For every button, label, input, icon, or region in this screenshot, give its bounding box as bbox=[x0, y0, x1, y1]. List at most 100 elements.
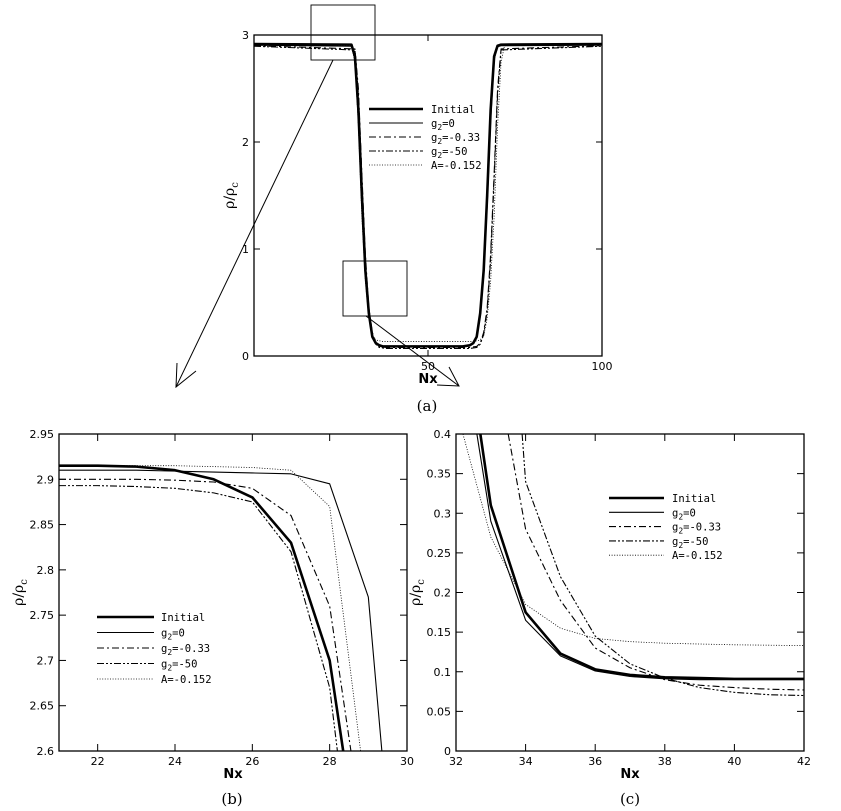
panel-caption-c: (c) bbox=[620, 790, 640, 808]
legend-label-text-a-3: g bbox=[431, 146, 437, 158]
plot-frame-c bbox=[455, 433, 805, 752]
legend-label-post-b-2: =-0.33 bbox=[172, 643, 210, 655]
y-tick-label-a-3: 3 bbox=[242, 29, 249, 42]
series-line-c-g2-50 bbox=[521, 434, 804, 697]
legend-label-b-4: A=-0.152 bbox=[161, 674, 212, 686]
x-tick-label-b-4: 30 bbox=[400, 755, 414, 768]
series-group-a bbox=[254, 42, 602, 350]
x-axis-label-a: Nx bbox=[418, 372, 438, 387]
series-line-a-A-0-152 bbox=[254, 44, 602, 342]
y-tick-label-b-6: 2.9 bbox=[37, 473, 55, 486]
y-axis-label-sub-c: c bbox=[416, 579, 427, 585]
legend-label-text-c-2: g bbox=[672, 522, 678, 534]
series-line-b-g2-0 bbox=[59, 469, 383, 751]
legend-label-sub-c-3: 2 bbox=[678, 541, 683, 550]
series-line-a-g2-0-33 bbox=[254, 45, 602, 348]
legend-label-a-4: A=-0.152 bbox=[431, 160, 482, 172]
series-line-b-Initial bbox=[59, 464, 345, 751]
y-axis-label-sub-a: c bbox=[230, 182, 241, 188]
y-axis-label-main-c: ρ/ρ bbox=[408, 585, 424, 606]
y-tick-label-c-2: 0.1 bbox=[434, 666, 452, 679]
legend-label-text-c-1: g bbox=[672, 507, 678, 519]
legend-label-sub-c-1: 2 bbox=[678, 512, 683, 521]
y-axis-label-c: ρ/ρc bbox=[408, 579, 427, 606]
legend-label-a-0: Initial bbox=[431, 104, 475, 116]
legend-label-post-c-1: =0 bbox=[683, 507, 696, 519]
panel-c: 32 34 36 38 40 42 0 0.05 0.1 0.15 0.2 0.25 0.3 0.35 0.… bbox=[408, 428, 811, 808]
x-tick-label-b-0: 22 bbox=[91, 755, 105, 768]
y-tick-label-c-8: 0.4 bbox=[434, 428, 452, 441]
legend-label-text-c-0: Initial bbox=[672, 493, 716, 505]
x-tick-label-b-1: 24 bbox=[168, 755, 182, 768]
x-tick-label-c-1: 34 bbox=[519, 755, 533, 768]
x-tick-label-b-3: 28 bbox=[323, 755, 337, 768]
panel-a: 50 1000123Nxρ/ρcInitialg2=0g2=-0.33g2=-50… bbox=[222, 29, 613, 415]
legend-label-post-a-2: =-0.33 bbox=[442, 132, 480, 144]
legend-label-text-a-4: A=-0.152 bbox=[431, 160, 482, 172]
panel-caption-b: (b) bbox=[221, 790, 242, 808]
legend-label-text-b-3: g bbox=[161, 659, 167, 671]
x-tick-label-c-0: 32 bbox=[449, 755, 463, 768]
series-line-c-g2-0-33 bbox=[507, 434, 804, 691]
series-line-c-A-0-152 bbox=[462, 434, 804, 646]
series-line-c-g2-0 bbox=[476, 434, 804, 681]
series-line-a-g2-0 bbox=[254, 44, 602, 347]
legend-label-text-a-1: g bbox=[431, 118, 437, 130]
zoom-arrowhead-c bbox=[436, 366, 460, 387]
y-tick-label-c-5: 0.25 bbox=[427, 547, 452, 560]
legend-label-post-b-3: =-50 bbox=[172, 659, 197, 671]
legend-label-post-a-3: =-50 bbox=[442, 146, 467, 158]
legend-label-c-0: Initial bbox=[672, 493, 716, 505]
panel-caption-a: (a) bbox=[417, 397, 438, 415]
legend-label-text-b-2: g bbox=[161, 643, 167, 655]
y-tick-label-c-1: 0.05 bbox=[427, 705, 452, 718]
legend-label-text-a-2: g bbox=[431, 132, 437, 144]
legend-label-sub-b-1: 2 bbox=[167, 633, 172, 642]
legend-label-post-a-1: =0 bbox=[442, 118, 455, 130]
x-axis-label-b: Nx bbox=[223, 767, 243, 782]
zoom-annotations bbox=[175, 4, 460, 389]
legend-label-b-0: Initial bbox=[161, 612, 205, 624]
x-tick-label-c-3: 38 bbox=[658, 755, 672, 768]
legend-label-a-3: g2=-50 bbox=[431, 146, 467, 160]
zoom-box-bottom bbox=[342, 260, 408, 317]
zoom-arrow-c bbox=[365, 315, 460, 387]
y-axis-label-sub-b: c bbox=[19, 579, 30, 585]
series-line-c-Initial bbox=[479, 434, 804, 681]
legend-label-a-2: g2=-0.33 bbox=[431, 132, 480, 146]
y-tick-label-b-0: 2.6 bbox=[37, 745, 55, 758]
plot-frame-a bbox=[253, 34, 603, 357]
series-group-c bbox=[462, 434, 804, 697]
legend-label-sub-a-2: 2 bbox=[437, 137, 442, 146]
y-tick-label-c-7: 0.35 bbox=[427, 468, 452, 481]
panel-b: 22 24 26 28 302.62.652.72.752.82.852.92.95Nx… bbox=[11, 428, 414, 808]
legend-label-sub-a-1: 2 bbox=[437, 123, 442, 132]
series-line-a-Initial bbox=[254, 42, 602, 348]
y-tick-label-c-6: 0.3 bbox=[434, 507, 452, 520]
y-tick-label-a-1: 1 bbox=[242, 243, 249, 256]
y-tick-label-c-4: 0.2 bbox=[434, 587, 452, 600]
y-tick-label-b-1: 2.65 bbox=[30, 700, 55, 713]
y-tick-label-b-3: 2.75 bbox=[30, 609, 55, 622]
y-axis-label-b: ρ/ρc bbox=[11, 579, 30, 606]
y-axis-label-main-b: ρ/ρ bbox=[11, 585, 27, 606]
y-tick-label-b-4: 2.8 bbox=[37, 564, 55, 577]
legend-label-text-b-4: A=-0.152 bbox=[161, 674, 212, 686]
zoom-arrowhead-b bbox=[175, 362, 197, 389]
legend-label-text-a-0: Initial bbox=[431, 104, 475, 116]
legend-label-text-b-0: Initial bbox=[161, 612, 205, 624]
x-tick-label-c-5: 42 bbox=[797, 755, 811, 768]
zoom-box-top bbox=[310, 4, 376, 61]
x-tick-label-a-1: 100 bbox=[592, 360, 613, 373]
legend-label-b-3: g2=-50 bbox=[161, 659, 197, 673]
y-axis-label-a: ρ/ρc bbox=[222, 182, 241, 209]
legend-label-c-3: g2=-50 bbox=[672, 536, 708, 550]
legend-label-a-1: g2=0 bbox=[431, 118, 455, 132]
legend-label-sub-b-3: 2 bbox=[167, 664, 172, 673]
series-line-b-g2-50 bbox=[59, 485, 338, 751]
legend-label-b-2: g2=-0.33 bbox=[161, 643, 210, 657]
legend-label-post-c-3: =-50 bbox=[683, 536, 708, 548]
